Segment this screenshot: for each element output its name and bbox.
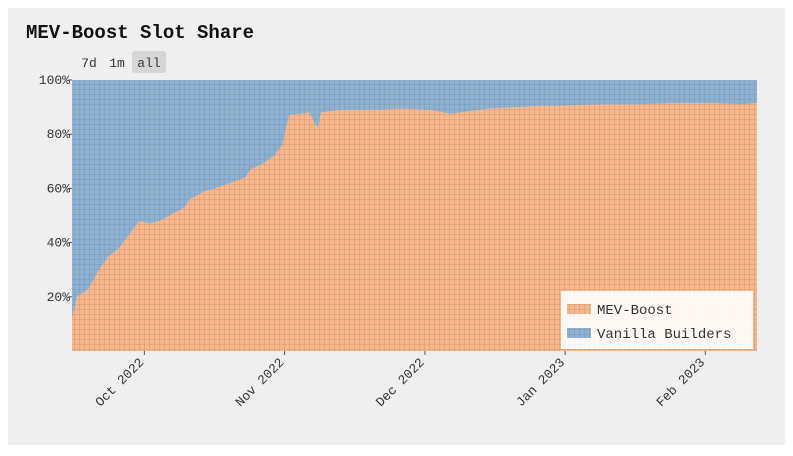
- legend-swatch-texture: [567, 328, 591, 338]
- range-button-label[interactable]: 7d: [81, 56, 97, 71]
- y-tick-label: 40%: [47, 236, 71, 251]
- legend-label: MEV-Boost: [597, 303, 673, 319]
- y-tick-label: 100%: [39, 73, 70, 88]
- range-button-label[interactable]: all: [137, 56, 161, 71]
- y-tick-label: 80%: [47, 127, 71, 142]
- y-tick-label: 20%: [47, 290, 71, 305]
- legend-label: Vanilla Builders: [597, 327, 731, 343]
- legend-box: [561, 291, 753, 349]
- range-button-label[interactable]: 1m: [109, 56, 125, 71]
- area-texture: [72, 103, 757, 351]
- area-texture: [72, 80, 757, 319]
- y-tick-label: 60%: [47, 181, 71, 196]
- chart-title: MEV-Boost Slot Share: [26, 22, 254, 44]
- legend-swatch-texture: [567, 304, 591, 314]
- range-button[interactable]: [132, 51, 166, 73]
